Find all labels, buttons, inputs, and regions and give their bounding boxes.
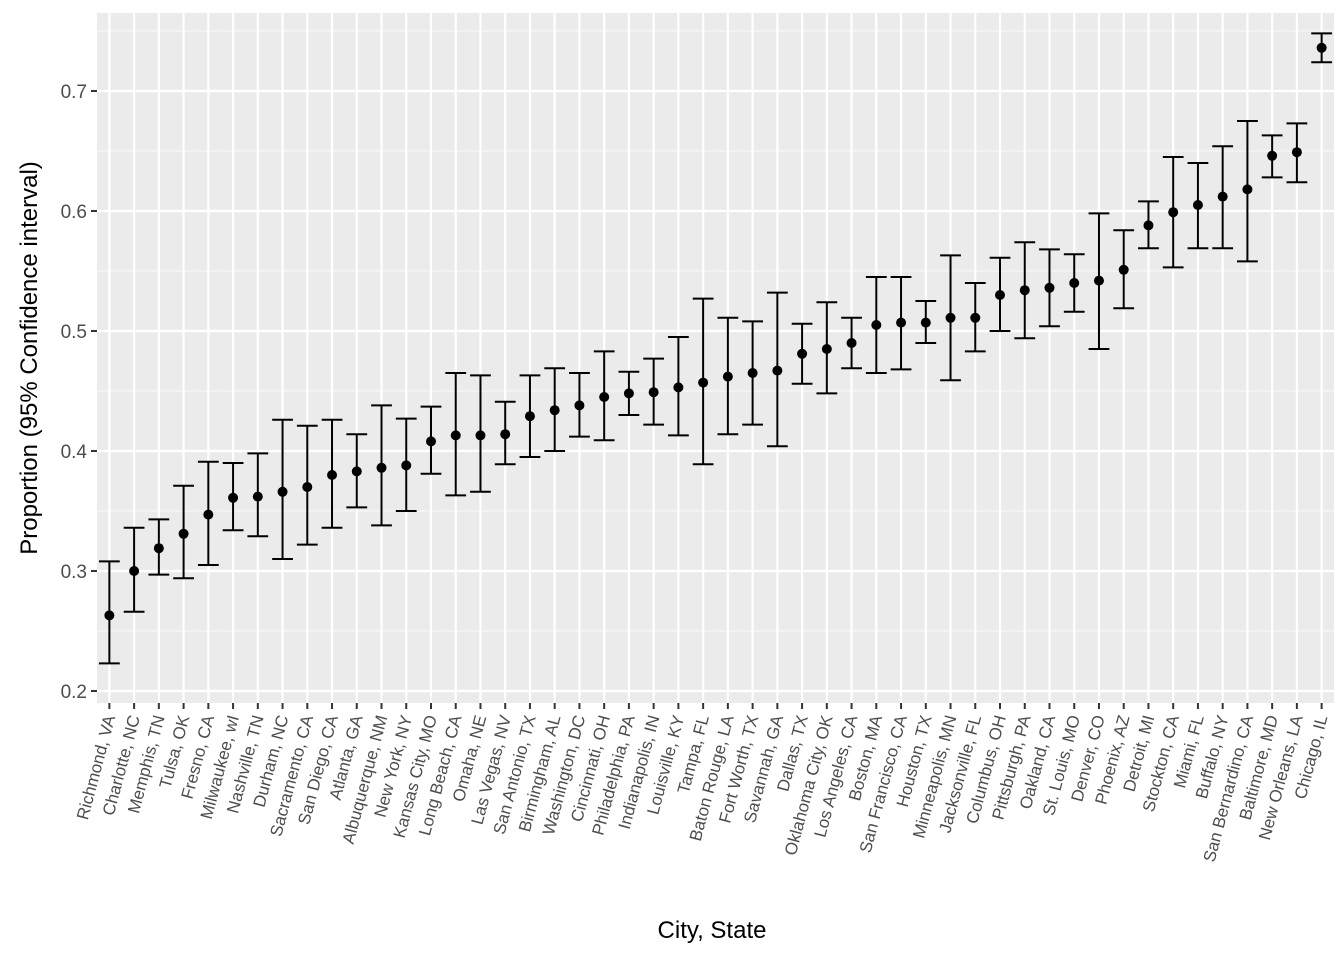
data-point: [376, 462, 387, 473]
major-gridlines: [97, 13, 1334, 703]
data-point: [599, 392, 610, 402]
data-point: [500, 429, 511, 440]
y-axis-title: Proportion (95% Confidence interval): [16, 161, 43, 555]
data-point: [1217, 191, 1228, 202]
x-axis-title: City, State: [658, 917, 767, 944]
data-point: [797, 348, 808, 359]
data-point: [722, 371, 733, 382]
y-tick-label: 0.7: [61, 82, 87, 103]
data-point: [1242, 184, 1253, 195]
data-point: [425, 436, 436, 447]
data-point: [648, 387, 659, 398]
data-points: [104, 42, 1327, 621]
data-point: [549, 405, 560, 416]
data-point: [1143, 220, 1154, 231]
data-point: [1069, 278, 1080, 288]
y-axis: 0.2 0.3 0.4 0.5 0.6 0.7: [61, 82, 97, 703]
data-point: [302, 482, 313, 492]
data-point: [1019, 285, 1030, 296]
y-tick-label: 0.2: [61, 682, 87, 703]
y-tick-label: 0.4: [61, 442, 88, 463]
data-point: [1316, 42, 1327, 53]
data-point: [277, 486, 288, 497]
data-point: [970, 312, 981, 323]
data-point: [896, 317, 907, 328]
plot-panel: [97, 13, 1334, 703]
data-point: [871, 320, 882, 330]
data-point: [228, 492, 239, 503]
data-point: [327, 470, 338, 480]
data-point: [1267, 150, 1278, 161]
data-point: [995, 290, 1006, 300]
data-point: [1118, 264, 1129, 275]
data-point: [351, 466, 362, 477]
data-point: [623, 388, 634, 399]
data-point: [524, 411, 535, 422]
data-point: [252, 491, 263, 502]
data-point: [203, 509, 214, 520]
data-point: [945, 312, 956, 323]
data-point: [698, 377, 709, 388]
data-point: [401, 460, 412, 471]
data-point: [1044, 282, 1055, 293]
data-point: [1291, 147, 1302, 158]
data-point: [673, 382, 684, 393]
data-point: [104, 610, 115, 621]
data-point: [129, 566, 140, 576]
y-tick-label: 0.3: [61, 562, 87, 583]
minor-gridlines: [97, 30, 1334, 632]
data-point: [1168, 207, 1179, 218]
y-tick-label: 0.6: [61, 202, 87, 223]
data-point: [920, 317, 931, 328]
data-point: [153, 543, 164, 554]
data-point: [574, 400, 585, 411]
data-point: [450, 430, 461, 441]
data-point: [846, 338, 857, 348]
data-point: [178, 528, 189, 539]
data-point: [772, 365, 783, 376]
y-tick-label: 0.5: [61, 322, 87, 343]
data-point: [475, 430, 486, 441]
data-point: [747, 368, 758, 378]
data-point: [1192, 200, 1203, 210]
data-point: [1093, 275, 1104, 286]
data-point: [821, 344, 832, 354]
